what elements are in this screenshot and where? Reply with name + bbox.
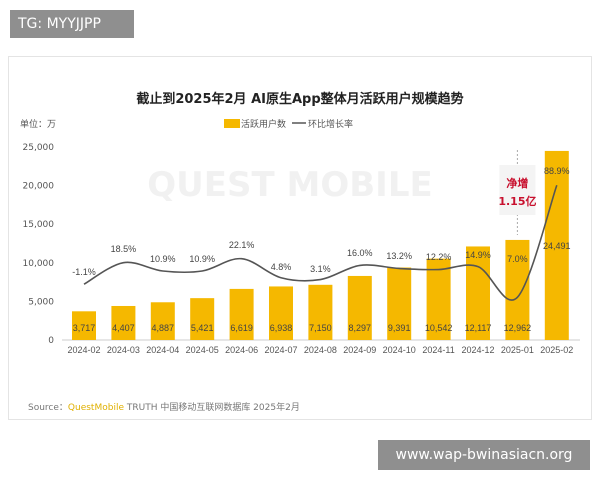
line-value-label: 22.1% (229, 240, 255, 250)
bar-value-label: 9,391 (388, 323, 411, 333)
bar-value-label: 7,150 (309, 323, 332, 333)
x-tick-label: 2024-06 (225, 345, 258, 355)
bar-value-label: 4,887 (152, 323, 175, 333)
y-tick-label: 20,000 (23, 182, 55, 192)
annotation-line2: 1.15亿 (498, 194, 536, 208)
x-tick-label: 2024-10 (383, 345, 416, 355)
bar (505, 239, 530, 340)
line-value-label: 4.8% (271, 262, 292, 272)
line-value-label: 18.5% (111, 244, 137, 254)
x-tick-label: 2024-11 (422, 345, 454, 355)
bar (387, 267, 412, 340)
x-tick-label: 2024-02 (67, 345, 100, 355)
bar-value-label: 8,297 (349, 323, 372, 333)
line-value-label: 88.9% (544, 166, 570, 176)
line-value-label: -1.1% (72, 267, 96, 277)
line-value-label: 10.9% (189, 254, 215, 264)
line-value-label: 12.2% (426, 252, 452, 262)
chart-title: 截止到2025年2月 AI原生App整体月活跃用户规模趋势 (136, 91, 463, 107)
bar-value-label: 4,407 (112, 323, 135, 333)
annotation-line1: 净增 (506, 176, 528, 190)
bar (347, 275, 372, 340)
bar (426, 258, 451, 340)
bar-value-label: 3,717 (73, 323, 96, 333)
bar (72, 311, 96, 340)
bottom-url: www.wap-bwinasiacn.org (378, 440, 590, 470)
bar (111, 305, 136, 340)
bar-value-label: 12,117 (465, 323, 492, 333)
bar-value-label: 5,421 (191, 323, 214, 333)
bar (229, 288, 254, 340)
bar (150, 302, 175, 340)
watermark: QUEST MOBILE (147, 165, 432, 205)
y-tick-label: 10,000 (23, 259, 55, 269)
x-tick-label: 2025-01 (501, 345, 534, 355)
legend-bar-swatch (224, 119, 240, 128)
top-tag: TG: MYYJJPP (10, 10, 134, 38)
x-tick-label: 2024-03 (107, 345, 140, 355)
bar-value-label: 10,542 (425, 323, 453, 333)
bar-value-label: 12,962 (504, 323, 532, 333)
x-tick-label: 2024-09 (343, 345, 376, 355)
bar (466, 246, 490, 340)
chart-card (8, 56, 592, 420)
bar-value-label: 6,619 (230, 323, 253, 333)
y-tick-label: 15,000 (23, 220, 55, 230)
bar-value-label: 24,491 (543, 241, 571, 251)
x-tick-label: 2024-07 (264, 345, 297, 355)
line-value-label: 7.0% (507, 254, 528, 264)
unit-label: 单位：万 (20, 118, 56, 130)
bar-value-label: 6,938 (270, 323, 293, 333)
x-tick-label: 2024-05 (186, 345, 219, 355)
y-tick-label: 25,000 (23, 143, 55, 153)
growth-line (83, 184, 558, 301)
line-value-label: 16.0% (347, 248, 373, 258)
line-value-label: 14.9% (465, 250, 491, 260)
source-brand: QuestMobile (68, 403, 125, 413)
x-tick-label: 2025-02 (540, 345, 573, 355)
y-tick-label: 0 (48, 336, 54, 346)
y-tick-label: 5,000 (28, 297, 54, 307)
line-value-label: 13.2% (386, 251, 412, 261)
x-tick-label: 2024-08 (304, 345, 337, 355)
legend-line-label: 环比增长率 (308, 118, 353, 130)
source-rest: TRUTH 中国移动互联网数据库 2025年2月 (124, 401, 300, 413)
bar (544, 150, 569, 340)
annotation-box (499, 165, 536, 215)
legend-bar-label: 活跃用户数 (241, 118, 286, 130)
source-prefix: Source： (28, 403, 68, 413)
source-line: Source：QuestMobile TRUTH 中国移动互联网数据库 2025… (28, 401, 300, 413)
bar (190, 298, 215, 340)
line-value-label: 3.1% (310, 264, 331, 274)
line-value-label: 10.9% (150, 254, 176, 264)
bar (308, 284, 333, 340)
x-tick-label: 2024-12 (461, 345, 494, 355)
bar (269, 286, 293, 340)
x-tick-label: 2024-04 (146, 345, 179, 355)
